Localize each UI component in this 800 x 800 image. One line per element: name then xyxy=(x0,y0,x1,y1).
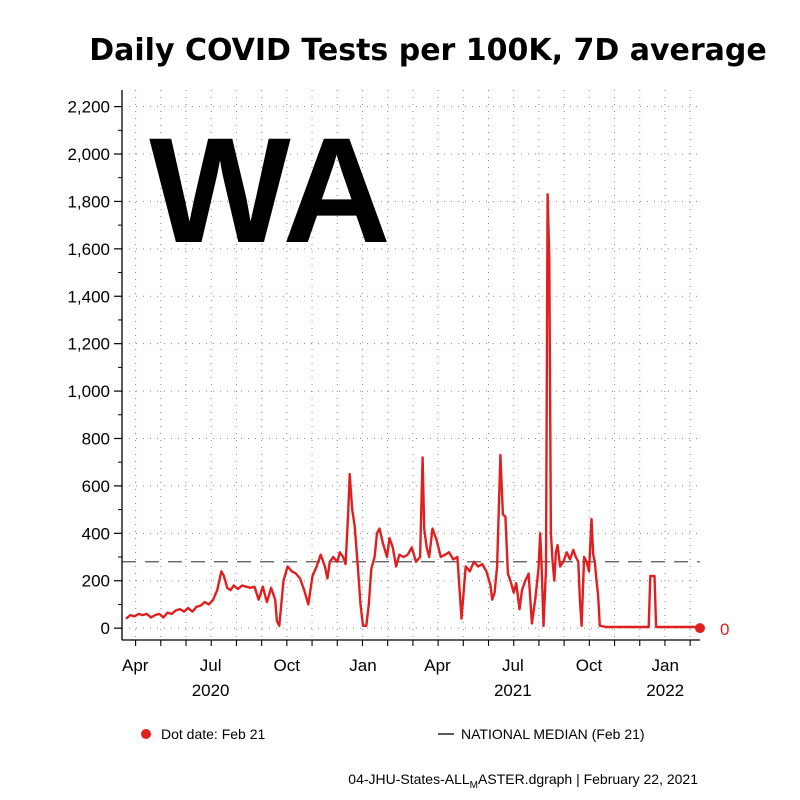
chart-title: Daily COVID Tests per 100K, 7D average xyxy=(89,33,766,68)
x-tick-label-0: Apr xyxy=(122,656,149,675)
x-tick-label-3: Jan xyxy=(349,656,376,675)
y-axis-ticks: 0 200 400 600 800 1,000 1,200 1,400 1,600 1,800 2,… xyxy=(67,98,122,638)
y-tick-label-1: 200 xyxy=(82,572,110,591)
legend-dot-marker xyxy=(141,729,151,739)
footer-credit: 04-JHU-States-ALLMASTER.dgraph | Februar… xyxy=(348,771,698,791)
footer-part-1: 04-JHU-States-ALL xyxy=(348,771,470,787)
x-tick-label-5: Jul xyxy=(502,656,524,675)
x-axis-ticks: Apr Jul Oct Jan Apr Jul Oct Jan 2020 2021 2022 xyxy=(122,640,691,700)
x-year-label-1: 2021 xyxy=(494,681,532,700)
footer-part-2: ASTER.dgraph | February 22, 2021 xyxy=(478,771,698,787)
x-tick-label-6: Oct xyxy=(576,656,603,675)
y-tick-label-5: 1,000 xyxy=(67,382,110,401)
y-tick-label-8: 1,600 xyxy=(67,240,110,259)
y-tick-label-7: 1,400 xyxy=(67,287,110,306)
last-value-label: 0 xyxy=(720,620,729,639)
x-year-label-0: 2020 xyxy=(192,681,230,700)
y-tick-label-10: 2,000 xyxy=(67,145,110,164)
x-year-label-2: 2022 xyxy=(646,681,684,700)
footer-subscript: M xyxy=(470,780,478,791)
y-tick-label-3: 600 xyxy=(82,477,110,496)
x-tick-label-2: Oct xyxy=(274,656,301,675)
legend: Dot date: Feb 21 NATIONAL MEDIAN (Feb 21… xyxy=(141,726,645,742)
x-tick-label-1: Jul xyxy=(200,656,222,675)
y-tick-label-0: 0 xyxy=(101,619,110,638)
y-tick-label-2: 400 xyxy=(82,524,110,543)
y-tick-label-4: 800 xyxy=(82,429,110,448)
y-tick-label-11: 2,200 xyxy=(67,98,110,117)
axes xyxy=(121,90,700,641)
last-value-dot xyxy=(695,623,705,634)
grid-lines xyxy=(122,90,700,640)
x-tick-label-7: Jan xyxy=(652,656,679,675)
y-tick-label-9: 1,800 xyxy=(67,192,110,211)
state-label: WA xyxy=(149,106,391,274)
legend-median-label: NATIONAL MEDIAN (Feb 21) xyxy=(461,726,645,742)
legend-dot-label: Dot date: Feb 21 xyxy=(161,726,266,742)
series-line-wa xyxy=(125,193,700,629)
x-tick-label-4: Apr xyxy=(424,656,451,675)
y-tick-label-6: 1,200 xyxy=(67,335,110,354)
